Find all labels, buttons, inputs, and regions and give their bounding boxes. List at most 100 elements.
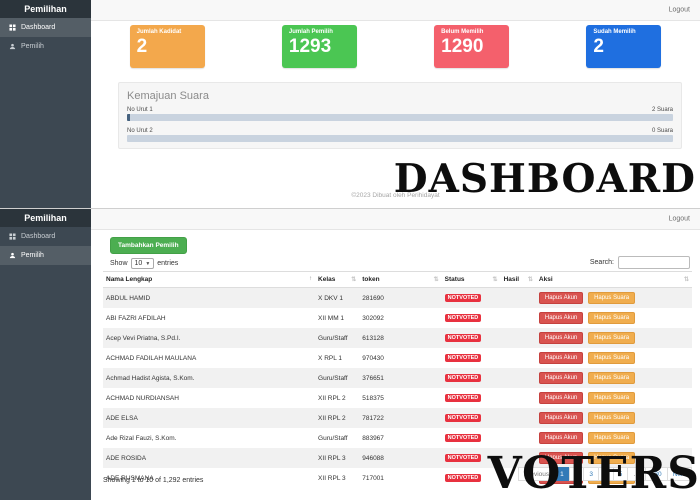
status-badge: NOTVOTED <box>444 394 482 402</box>
cell-kelas: XII RPL 2 <box>318 394 346 402</box>
delete-account-button[interactable]: Hapus Akun <box>538 312 584 324</box>
stat-card-label: Sudah Memilih <box>593 29 636 35</box>
app-title: Pemilihan <box>0 209 91 227</box>
stat-card-column: Belum Memilih 1290 <box>396 25 548 68</box>
column-header-status[interactable]: Status ⇅ <box>441 271 501 288</box>
stat-card-label: Belum Memilih <box>441 29 484 35</box>
sidebar-item[interactable]: Pemilih <box>0 37 91 56</box>
search-input[interactable] <box>618 256 690 269</box>
cell-token: 946088 <box>362 454 384 462</box>
stat-card-value: 2 <box>593 36 604 57</box>
delete-account-button[interactable]: Hapus Akun <box>538 372 584 384</box>
delete-account-button[interactable]: Hapus Akun <box>538 432 584 444</box>
table-row[interactable]: ADE ELSA XII RPL 2 781722 NOTVOTED Hapus… <box>103 408 692 428</box>
delete-vote-button[interactable]: Hapus Suara <box>588 292 636 304</box>
cell-kelas: X DKV 1 <box>318 294 343 302</box>
vote-progress-list: No Urut 1 2 Suara No Urut 2 0 Suara <box>127 107 673 142</box>
table-row[interactable]: ABDUL HAMID X DKV 1 281690 NOTVOTED Hapu… <box>103 287 692 309</box>
dashboard-icon <box>9 233 16 240</box>
delete-vote-button[interactable]: Hapus Suara <box>588 352 636 364</box>
page-button-next[interactable]: Next <box>666 467 692 481</box>
page-button-previous[interactable]: Previous <box>517 467 556 481</box>
logout-link[interactable]: Logout <box>668 6 690 14</box>
cell-status: NOTVOTED <box>442 388 501 408</box>
progress-bar-fill <box>127 114 131 121</box>
cell-kelas: Guru/Staff <box>318 374 348 382</box>
sidebar-item[interactable]: Dashboard <box>0 18 91 37</box>
cell-nama: Achmad Hadist Agista, S.Kom. <box>106 374 195 382</box>
stat-card-value: 2 <box>136 36 148 57</box>
cell-token: 302092 <box>362 314 384 322</box>
delete-account-button[interactable]: Hapus Akun <box>538 392 584 404</box>
sort-icon: ⇅ <box>433 277 439 283</box>
cell-nama: ADE RUSMANA <box>106 474 154 482</box>
column-header-hasil[interactable]: Hasil ⇅ <box>500 271 536 288</box>
dashboard-watermark-label: DASHBOARD <box>393 156 696 202</box>
delete-account-button[interactable]: Hapus Akun <box>538 292 584 304</box>
sidebar-item[interactable]: Pemilih <box>0 246 91 265</box>
cell-hasil <box>501 308 536 328</box>
progress-bar <box>127 135 673 142</box>
sidebar-item-label: Dashboard <box>21 233 56 240</box>
logout-link[interactable]: Logout <box>668 215 690 223</box>
chevron-down-icon: ▼ <box>145 260 151 267</box>
status-badge: NOTVOTED <box>444 294 482 302</box>
delete-account-button[interactable]: Hapus Akun <box>538 352 584 364</box>
table-row[interactable]: Acep Vevi Priatna, S.Pd.I. Guru/Staff 61… <box>103 328 692 348</box>
delete-vote-button[interactable]: Hapus Suara <box>588 412 636 424</box>
delete-vote-button[interactable]: Hapus Suara <box>588 452 636 464</box>
delete-vote-button[interactable]: Hapus Suara <box>588 332 636 344</box>
table-row[interactable]: ACHMAD FADILAH MAULANA X RPL 1 970430 NO… <box>103 348 692 368</box>
column-header-aksi[interactable]: Aksi ⇅ <box>535 271 692 288</box>
voters-table-head: Nama Lengkap ↑ Kelas ⇅ token ⇅ Status ⇅ Hasil ⇅ Ak… <box>103 271 692 288</box>
search-label: Search: <box>589 259 614 266</box>
cell-kelas: XII RPL 2 <box>318 414 346 422</box>
entries-summary: Showing 1 to 10 of 1,292 entries <box>103 477 204 484</box>
cell-nama: ACHMAD FADILAH MAULANA <box>106 354 197 362</box>
stat-card-column: Jumlah Kadidat 2 <box>91 25 243 68</box>
cell-status: NOTVOTED <box>442 308 501 328</box>
column-header-nama-lengkap[interactable]: Nama Lengkap ↑ <box>103 271 316 288</box>
cell-token: 781722 <box>362 414 384 422</box>
page-size-select[interactable]: 10 ▼ <box>130 258 155 269</box>
top-navbar-2: Logout <box>91 209 700 230</box>
delete-vote-button[interactable]: Hapus Suara <box>588 392 636 404</box>
delete-account-button[interactable]: Hapus Akun <box>538 412 584 424</box>
dashboard-icon <box>9 24 16 31</box>
stat-card-column: Jumlah Pemilih 1293 <box>243 25 395 68</box>
table-row[interactable]: Ade Rizal Fauzi, S.Kom. Guru/Staff 88396… <box>103 428 692 448</box>
delete-account-button[interactable]: Hapus Akun <box>538 332 584 344</box>
cell-aksi: Hapus Akun Hapus Suara <box>536 308 692 328</box>
sort-icon: ↑ <box>309 276 313 282</box>
cell-kelas: XII MM 1 <box>318 314 345 322</box>
cell-token: 281690 <box>362 294 384 302</box>
sidebar-item[interactable]: Dashboard <box>0 227 91 246</box>
table-row[interactable]: ACHMAD NURDIANSAH XII RPL 2 518375 NOTVO… <box>103 388 692 408</box>
voters-table-body: ABDUL HAMID X DKV 1 281690 NOTVOTED Hapu… <box>103 287 692 489</box>
sort-icon: ⇅ <box>683 277 689 283</box>
delete-vote-button[interactable]: Hapus Suara <box>588 372 636 384</box>
delete-vote-button[interactable]: Hapus Suara <box>588 312 636 324</box>
cell-hasil <box>501 288 536 309</box>
sidebar-menu: Dashboard Pemilih <box>0 227 91 265</box>
table-row[interactable]: Achmad Hadist Agista, S.Kom. Guru/Staff … <box>103 368 692 388</box>
status-badge: NOTVOTED <box>444 314 482 322</box>
table-row[interactable]: ADE ROSIDA XII RPL 3 946088 NOTVOTED Hap… <box>103 448 692 468</box>
cell-hasil <box>501 348 536 368</box>
page-button-2[interactable]: 2 <box>568 467 585 481</box>
sidebar-menu: Dashboard Pemilih <box>0 18 91 56</box>
table-row[interactable]: ABI FAZRI AFDILAH XII MM 1 302092 NOTVOT… <box>103 308 692 328</box>
delete-account-button[interactable]: Hapus Akun <box>538 452 584 464</box>
pagination: Previous 1 2 3 4 5… 130 Next <box>517 467 692 481</box>
page-size-value: 10 <box>134 260 143 267</box>
column-header-token[interactable]: token ⇅ <box>359 271 442 288</box>
column-header-kelas[interactable]: Kelas ⇅ <box>315 271 360 288</box>
delete-vote-button[interactable]: Hapus Suara <box>588 432 636 444</box>
vote-count-label: 0 Suara <box>651 128 673 134</box>
stat-card-value: 1290 <box>441 36 484 57</box>
sort-icon: ⇅ <box>351 277 357 283</box>
add-voter-button[interactable]: Tambahkan Pemilih <box>110 237 187 254</box>
cell-nama: ABI FAZRI AFDILAH <box>106 314 166 322</box>
app-title: Pemilihan <box>0 0 91 18</box>
cell-status: NOTVOTED <box>442 408 501 428</box>
